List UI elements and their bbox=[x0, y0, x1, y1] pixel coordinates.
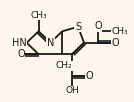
Text: O: O bbox=[112, 38, 119, 48]
Text: O: O bbox=[86, 71, 94, 81]
Text: O: O bbox=[94, 21, 102, 31]
Text: OH: OH bbox=[65, 86, 79, 95]
Text: O: O bbox=[17, 49, 25, 59]
Text: HN: HN bbox=[12, 38, 27, 48]
Text: N: N bbox=[47, 38, 54, 48]
Text: S: S bbox=[75, 22, 81, 32]
Text: CH₃: CH₃ bbox=[30, 11, 47, 20]
Text: CH₂: CH₂ bbox=[55, 61, 72, 70]
Text: CH₃: CH₃ bbox=[112, 27, 128, 36]
